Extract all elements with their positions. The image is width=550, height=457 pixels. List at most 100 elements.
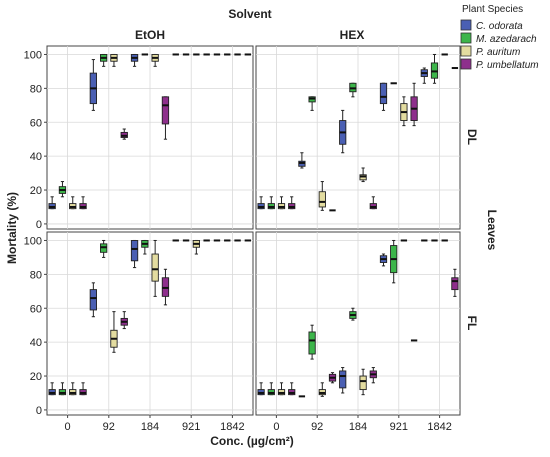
- box-mark: [151, 239, 159, 297]
- row-strip-label: FL: [465, 316, 479, 331]
- x-tick-label: 0: [65, 421, 71, 433]
- box-mark: [369, 196, 377, 210]
- box-mark: [151, 53, 159, 67]
- box-mark: [308, 324, 316, 360]
- y-tick-label: 80: [30, 83, 42, 95]
- row-strip-label: DL: [465, 129, 479, 145]
- box-mark: [400, 96, 408, 127]
- y-tick-label: 20: [30, 185, 42, 197]
- y-tick-label: 80: [30, 269, 42, 281]
- y-tick-label: 0: [36, 405, 42, 417]
- legend-title: Plant Species: [462, 4, 523, 15]
- chart-title: Solvent: [228, 7, 271, 21]
- y-tick-label: 40: [30, 151, 42, 163]
- box-mark: [430, 53, 439, 84]
- row-strip-title: Leaves: [485, 210, 499, 251]
- x-tick-label: 921: [390, 421, 408, 433]
- facet-panel: 0 20 40 60 80 100: [24, 45, 254, 231]
- facet-panel: 0 92 184 921 1842: [255, 231, 461, 433]
- box-mark: [318, 181, 326, 211]
- y-tick-label: 60: [30, 303, 42, 315]
- facet-panel: 0 20 40 60 80 100 0 92 184 921 1842: [24, 231, 254, 433]
- legend-swatch: [460, 19, 472, 31]
- x-tick-label: 0: [273, 421, 279, 433]
- box-mark: [308, 96, 316, 111]
- box-mark: [359, 368, 367, 396]
- box-mark: [58, 382, 67, 396]
- box-mark: [120, 311, 128, 330]
- x-tick-label: 184: [141, 421, 159, 433]
- box-mark: [79, 196, 87, 210]
- box-mark: [130, 53, 139, 67]
- box-mark: [89, 282, 97, 318]
- box-mark: [58, 181, 67, 198]
- box-mark: [328, 372, 337, 384]
- x-tick-label: 1842: [427, 421, 451, 433]
- box-body: [130, 240, 139, 262]
- box-mark: [48, 196, 56, 210]
- box-mark: [257, 196, 265, 210]
- legend-entry: P. auritum: [476, 47, 520, 58]
- facet-panel: [255, 45, 461, 230]
- box-body: [161, 96, 170, 125]
- legend-entry: P. umbellatum: [476, 60, 539, 71]
- box-mark: [161, 96, 170, 140]
- y-tick-label: 60: [30, 117, 42, 129]
- box-mark: [48, 382, 56, 396]
- box-mark: [379, 82, 388, 111]
- legend-swatch: [460, 45, 472, 57]
- box-body: [318, 191, 326, 208]
- box-mark: [288, 382, 296, 396]
- box-mark: [359, 167, 367, 183]
- box-body: [451, 277, 459, 291]
- box-mark: [339, 367, 347, 394]
- box-mark: [161, 268, 170, 306]
- box-mark: [267, 382, 275, 396]
- box-mark: [277, 196, 286, 210]
- legend: Plant Species C. odorata M. azedarach P. a…: [460, 4, 539, 71]
- box-mark: [369, 367, 377, 384]
- box-body: [151, 253, 159, 282]
- box-body: [379, 82, 388, 105]
- box-mark: [257, 382, 265, 396]
- box-mark: [339, 109, 347, 154]
- box-mark: [110, 311, 118, 353]
- box-mark: [100, 239, 108, 258]
- box-body: [359, 375, 367, 391]
- box-body: [339, 370, 347, 389]
- box-mark: [390, 239, 398, 284]
- x-tick-label: 92: [311, 421, 323, 433]
- box-mark: [141, 239, 149, 255]
- y-tick-label: 100: [24, 49, 42, 61]
- box-mark: [379, 253, 388, 267]
- box-body: [308, 331, 316, 355]
- column-strip-label: EtOH: [135, 28, 165, 42]
- x-axis-title: Conc. (µg/cm²): [210, 434, 294, 448]
- column-strip-label: HEX: [340, 28, 365, 42]
- box-mark: [79, 382, 87, 396]
- box-mark: [349, 307, 357, 321]
- box-mark: [298, 152, 306, 169]
- box-body: [89, 289, 97, 311]
- box-mark: [349, 82, 357, 98]
- box-mark: [110, 53, 118, 67]
- box-mark: [267, 196, 275, 210]
- box-mark: [451, 268, 459, 297]
- x-tick-label: 184: [349, 421, 367, 433]
- y-tick-label: 20: [30, 371, 42, 383]
- box-mark: [100, 53, 108, 67]
- x-tick-label: 1842: [220, 421, 244, 433]
- y-axis-title: Mortality (%): [5, 192, 19, 264]
- y-tick-label: 100: [24, 235, 42, 247]
- box-mark: [288, 196, 296, 210]
- box-mark: [130, 239, 139, 269]
- x-tick-label: 921: [182, 421, 200, 433]
- legend-entry: C. odorata: [476, 21, 523, 32]
- box-mark: [69, 196, 77, 210]
- y-tick-label: 40: [30, 337, 42, 349]
- box-mark: [410, 82, 418, 127]
- legend-entry: M. azedarach: [476, 34, 537, 45]
- x-tick-label: 92: [103, 421, 115, 433]
- box-mark: [89, 59, 97, 111]
